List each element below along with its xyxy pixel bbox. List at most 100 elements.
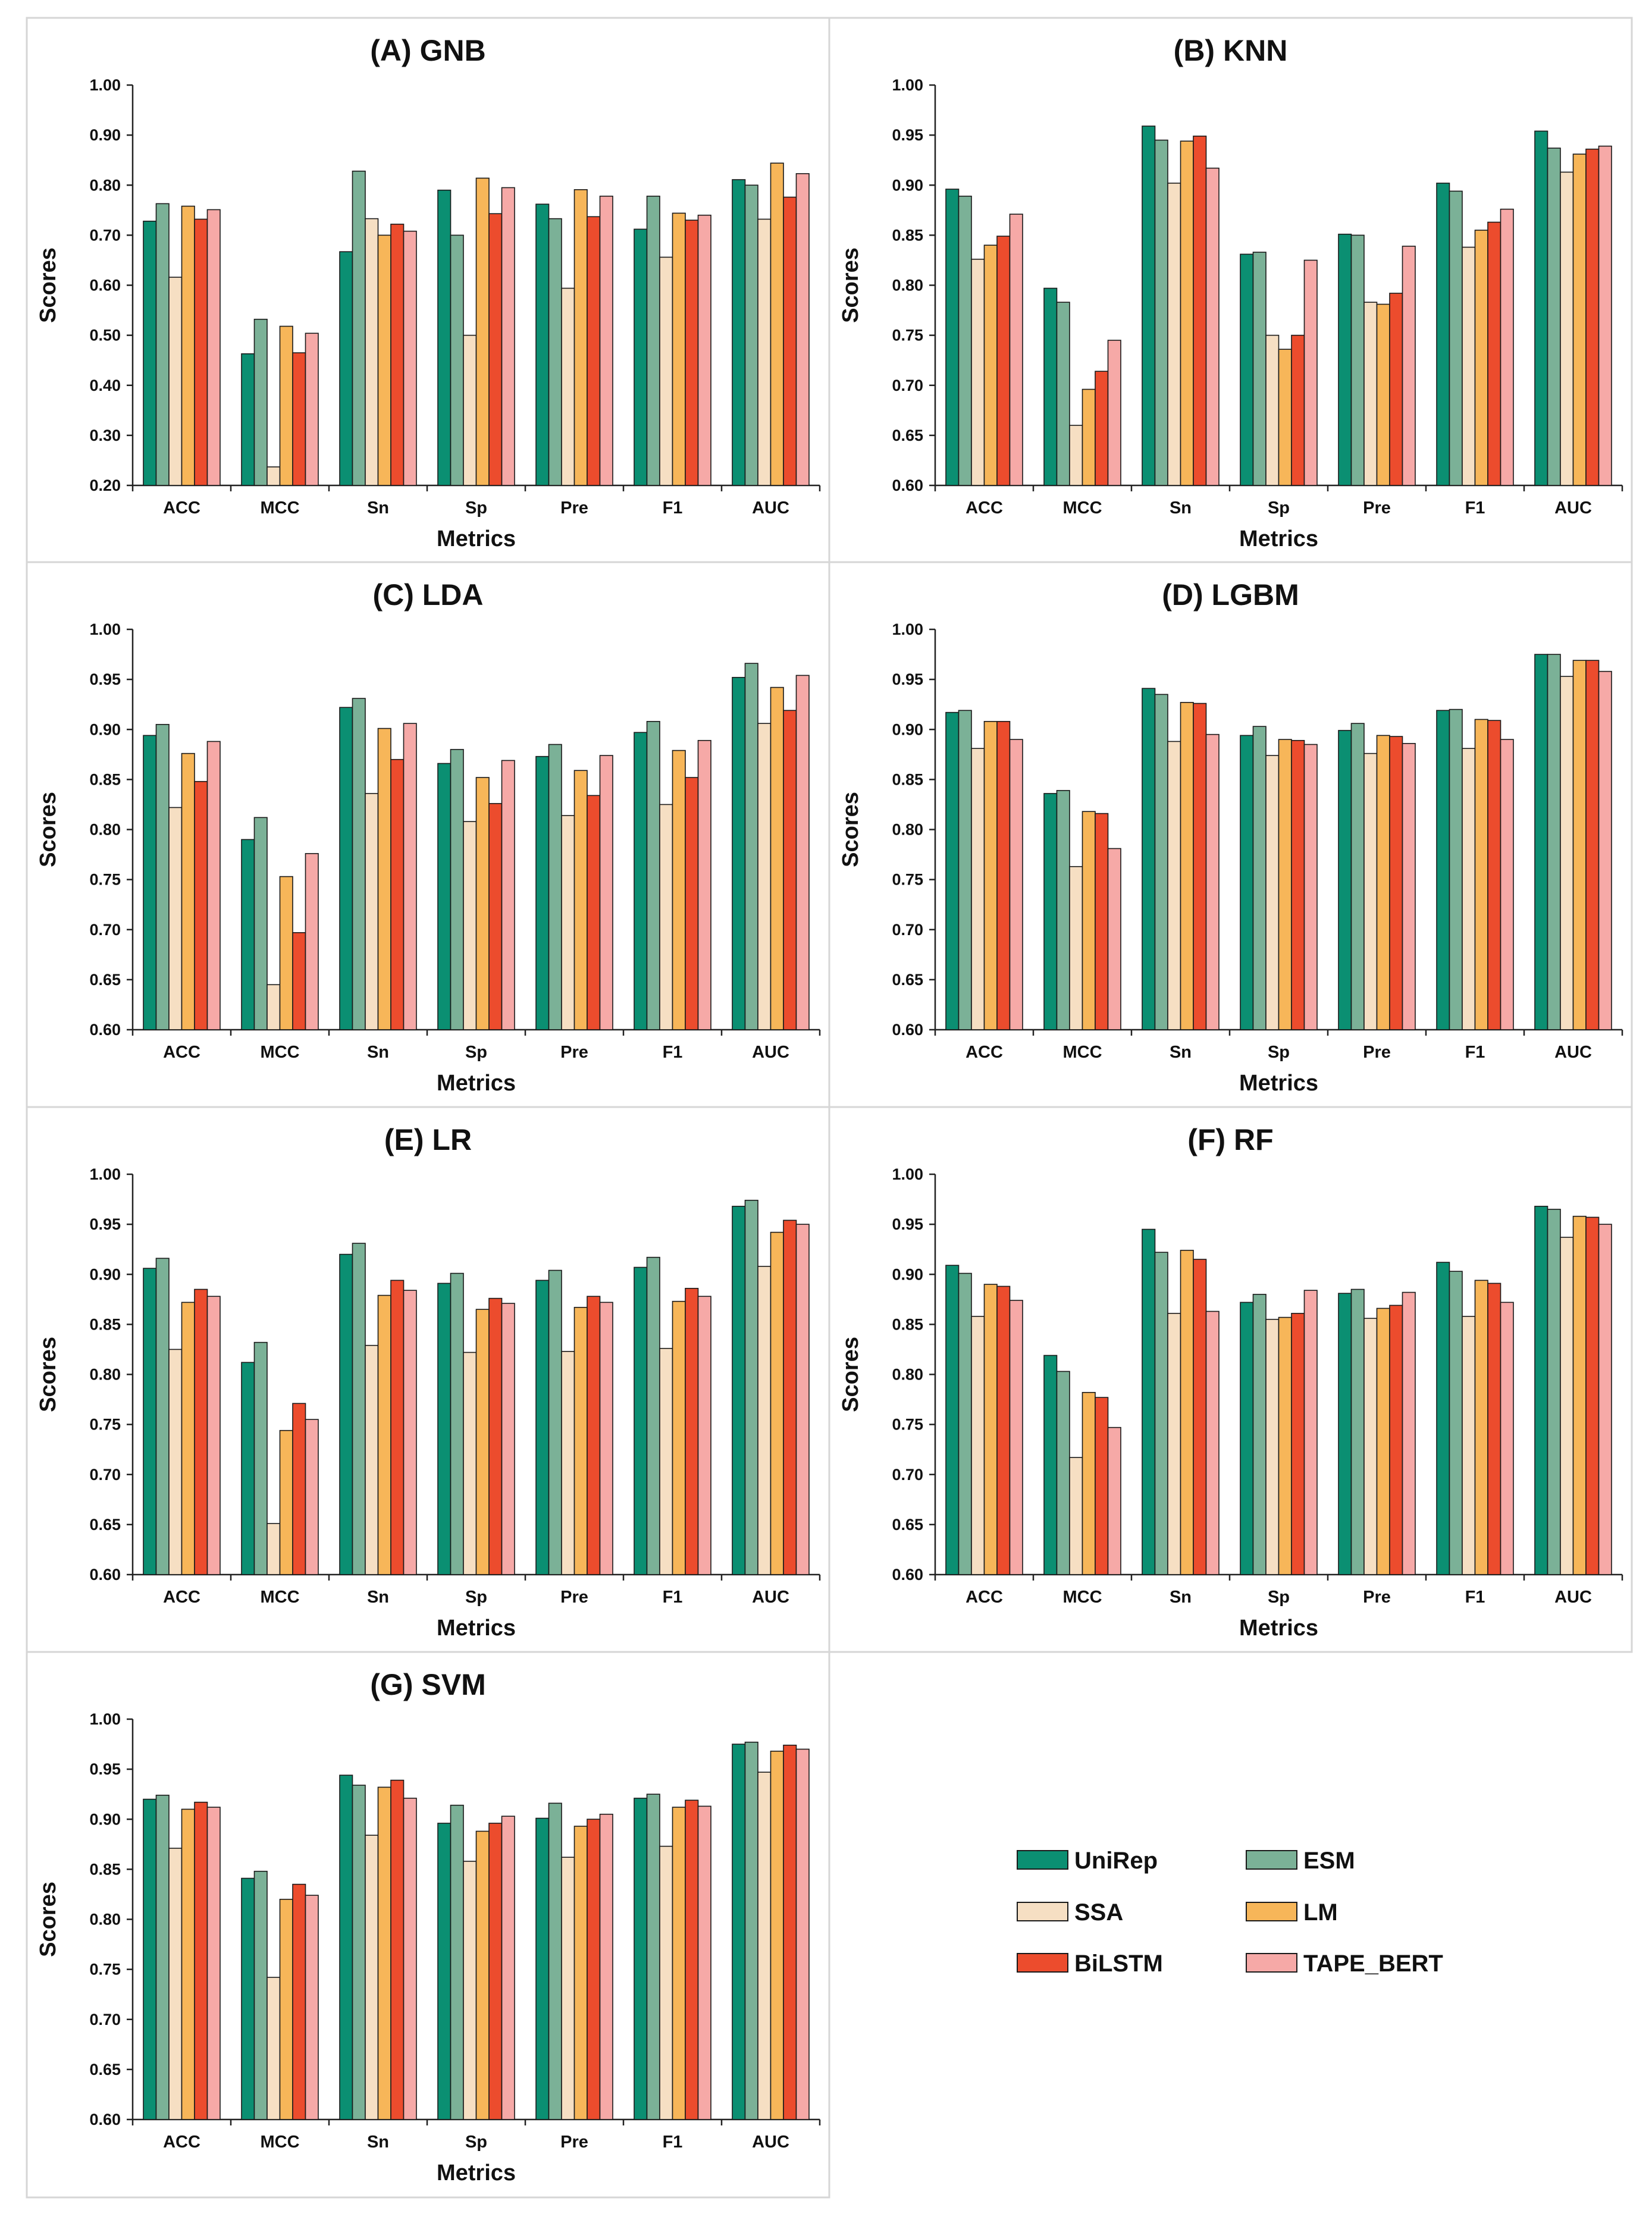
bar-LM-MCC <box>279 1429 293 1575</box>
y-tick-label: 0.80 <box>892 1366 923 1384</box>
bar-TAPE_BERT-MCC <box>305 1419 319 1575</box>
bar-ESM-Pre <box>548 744 562 1030</box>
y-tick-label: 0.75 <box>89 1961 121 1979</box>
bar-UniRep-MCC <box>241 1362 255 1575</box>
y-tick-label: 0.80 <box>892 821 923 839</box>
bar-TAPE_BERT-Sn <box>403 1798 417 2120</box>
y-tick-label: 0.95 <box>892 670 923 688</box>
bar-UniRep-F1 <box>634 1266 648 1575</box>
x-tick-label: Sn <box>1170 1043 1192 1062</box>
legend-label: TAPE_BERT <box>1303 1951 1443 1977</box>
x-tick-label: Pre <box>1363 498 1391 518</box>
bar-UniRep-Sn <box>1142 688 1156 1030</box>
bar-TAPE_BERT-AUC <box>1598 670 1612 1030</box>
bar-ESM-MCC <box>1056 1371 1070 1575</box>
bar-BiLSTM-F1 <box>685 777 699 1030</box>
bar-TAPE_BERT-Sn <box>1205 1310 1220 1575</box>
bar-BiLSTM-Sp <box>1291 739 1305 1030</box>
bar-BiLSTM-MCC <box>1095 813 1109 1030</box>
bar-LM-AUC <box>1572 1215 1587 1575</box>
y-tick-label: 1.00 <box>892 76 923 94</box>
bar-LM-Sn <box>377 234 391 486</box>
x-tick-label: Pre <box>560 2133 588 2152</box>
bar-BiLSTM-MCC <box>292 932 306 1030</box>
legend-item-ESM: ESM <box>1246 1848 1355 1874</box>
y-tick-label: 0.75 <box>892 871 923 889</box>
bar-SSA-Sn <box>1167 1313 1181 1575</box>
bar-TAPE_BERT-Sp <box>501 760 515 1030</box>
bar-BiLSTM-Sn <box>390 1280 405 1575</box>
bar-BiLSTM-Sn <box>390 758 405 1030</box>
y-tick-label: 0.70 <box>892 377 923 394</box>
x-tick-label: Sp <box>465 1043 487 1062</box>
y-tick-label: 0.85 <box>89 1860 121 1878</box>
y-tick-label: 0.95 <box>89 1760 121 1778</box>
legend: UniRep ESM SSA LM BiLSTM TAPE_BERT <box>1017 1848 1443 1977</box>
bar-TAPE_BERT-Pre <box>599 1302 613 1575</box>
y-tick-label: 0.60 <box>89 2111 121 2128</box>
legend-swatch <box>1246 1902 1297 1921</box>
x-tick-label: AUC <box>1554 498 1592 518</box>
bar-BiLSTM-AUC <box>783 1744 797 2120</box>
bar-UniRep-MCC <box>1043 793 1058 1030</box>
y-tick-label: 0.20 <box>89 476 121 494</box>
bar-LM-ACC <box>983 720 998 1030</box>
bar-LM-Sp <box>475 177 490 486</box>
bar-BiLSTM-Pre <box>1389 736 1403 1030</box>
x-tick-label: F1 <box>1465 1043 1485 1062</box>
bar-LM-Sp <box>1278 349 1292 486</box>
bar-TAPE_BERT-Sp <box>501 187 515 486</box>
bar-BiLSTM-F1 <box>1487 720 1501 1030</box>
x-tick-label: Sp <box>1268 1043 1290 1062</box>
y-tick-label: 0.80 <box>89 1366 121 1384</box>
bar-SSA-Sp <box>463 1861 477 2120</box>
x-axis-title: Metrics <box>1239 526 1318 551</box>
bar-LM-Sn <box>377 1786 391 2120</box>
x-axis-title: Metrics <box>1239 1616 1318 1641</box>
x-tick-label: ACC <box>163 498 200 518</box>
bar-TAPE_BERT-F1 <box>1500 1302 1514 1575</box>
x-axis-title: Metrics <box>437 526 516 551</box>
bar-LM-F1 <box>1474 1280 1488 1575</box>
bar-BiLSTM-AUC <box>1585 148 1600 486</box>
bar-BiLSTM-Pre <box>587 795 601 1030</box>
bar-UniRep-AUC <box>732 1206 746 1575</box>
bar-LM-Sn <box>1180 1250 1194 1575</box>
chart-title: (A) GNB <box>370 34 485 67</box>
x-tick-label: ACC <box>966 498 1003 518</box>
bar-BiLSTM-Sp <box>488 802 503 1030</box>
bar-ESM-Sn <box>352 1785 366 2120</box>
x-tick-label: Sn <box>367 1043 389 1062</box>
bar-SSA-ACC <box>168 807 183 1030</box>
x-tick-label: AUC <box>752 1588 789 1607</box>
bar-LM-MCC <box>1082 1391 1096 1575</box>
bar-BiLSTM-MCC <box>1095 371 1109 486</box>
y-tick-label: 0.60 <box>89 277 121 294</box>
bar-ESM-Sn <box>352 1243 366 1575</box>
x-tick-label: AUC <box>1554 1043 1592 1062</box>
bar-SSA-AUC <box>757 1771 772 2120</box>
bar-TAPE_BERT-AUC <box>795 173 810 486</box>
bar-UniRep-F1 <box>634 1798 648 2120</box>
y-tick-label: 0.65 <box>89 971 121 989</box>
bar-LM-Pre <box>1376 735 1390 1030</box>
bar-ESM-ACC <box>155 724 170 1030</box>
bar-LM-Pre <box>1376 1308 1390 1575</box>
y-tick-label: 0.90 <box>89 1810 121 1828</box>
bar-UniRep-F1 <box>1436 1262 1450 1575</box>
bar-SSA-Sn <box>365 1835 379 2120</box>
x-tick-label: ACC <box>966 1588 1003 1607</box>
bar-ESM-Sp <box>1252 252 1267 486</box>
bar-ESM-Sn <box>352 170 366 486</box>
bar-ESM-Sn <box>1154 139 1168 486</box>
bar-TAPE_BERT-Pre <box>1402 1291 1416 1575</box>
y-tick-label: 0.70 <box>89 1466 121 1484</box>
x-axis-title: Metrics <box>1239 1071 1318 1096</box>
bar-TAPE_BERT-Pre <box>599 195 613 486</box>
bar-UniRep-Pre <box>535 203 550 486</box>
bar-UniRep-Sn <box>339 1774 353 2120</box>
y-tick-label: 0.60 <box>892 1566 923 1584</box>
chart-panel-5: (F) RF 0.60 0.65 0.70 0.75 0.80 0.85 0.90 0.95 1.… <box>828 1106 1633 1653</box>
y-tick-label: 0.60 <box>892 1021 923 1039</box>
bar-UniRep-Sp <box>1240 253 1254 486</box>
